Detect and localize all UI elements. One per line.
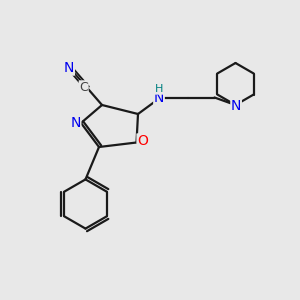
Text: N: N <box>231 99 241 112</box>
Text: H: H <box>155 84 163 94</box>
Text: C: C <box>79 81 88 94</box>
Text: N: N <box>70 116 81 130</box>
Text: N: N <box>154 91 164 105</box>
Text: N: N <box>64 61 74 75</box>
Text: O: O <box>137 134 148 148</box>
